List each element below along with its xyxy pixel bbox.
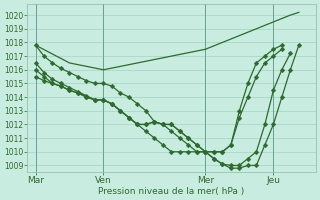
X-axis label: Pression niveau de la mer( hPa ): Pression niveau de la mer( hPa ) — [98, 187, 244, 196]
